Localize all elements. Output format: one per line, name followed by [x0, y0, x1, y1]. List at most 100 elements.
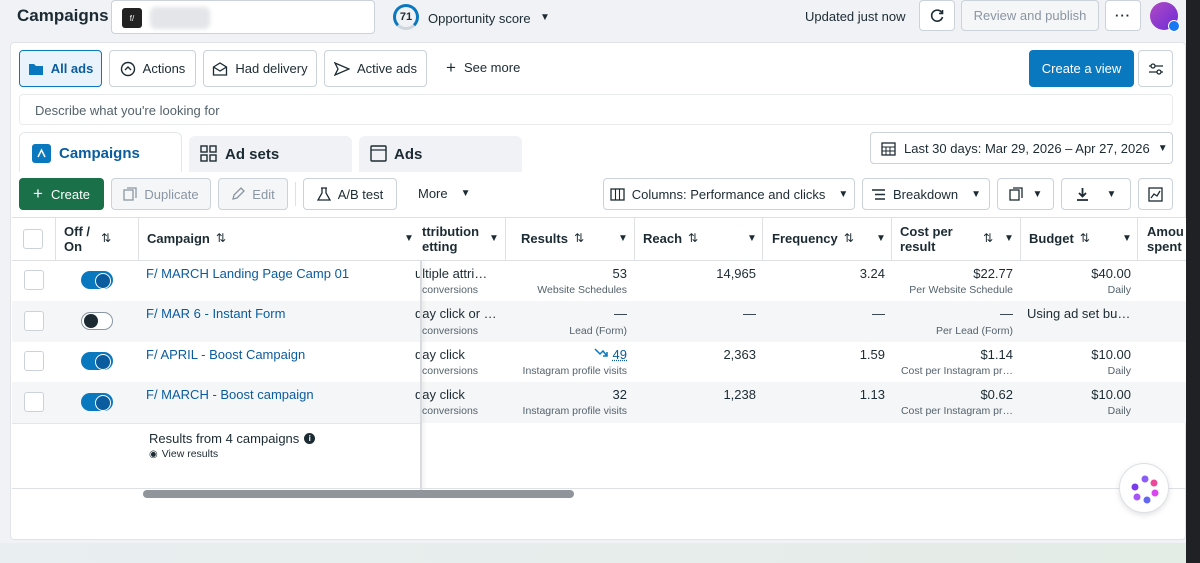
refresh-button[interactable]	[919, 0, 955, 31]
col-divider	[1137, 217, 1138, 261]
ab-test-button[interactable]: A/B test	[303, 178, 397, 210]
header-results[interactable]: Results ⇅	[521, 231, 585, 246]
column-menu-icon[interactable]: ▼	[1004, 233, 1014, 244]
chart-view-button[interactable]	[1138, 178, 1173, 210]
column-menu-icon[interactable]: ▼	[876, 233, 886, 244]
view-results-link[interactable]: ◉ View results	[149, 448, 219, 460]
more-options-button[interactable]: ···	[1105, 0, 1141, 31]
header-cost-per-result[interactable]: Cost per result	[900, 224, 953, 254]
table-row[interactable]	[12, 342, 1186, 382]
account-selector[interactable]: f/	[111, 0, 375, 34]
results-value: —	[614, 306, 627, 321]
campaigns-icon	[32, 144, 51, 163]
budget-value: Using ad set bu…	[1027, 306, 1131, 321]
tab-ads[interactable]: Ads	[359, 136, 522, 172]
avatar[interactable]	[1150, 2, 1180, 32]
results-value[interactable]: 49	[612, 347, 627, 362]
cost-value: $22.77	[973, 266, 1013, 281]
tab-ad-sets[interactable]: Ad sets	[189, 136, 352, 172]
attribution-sub: conversions	[422, 405, 479, 417]
table-row[interactable]	[12, 382, 1186, 423]
all-ads-button[interactable]: All ads	[19, 50, 102, 87]
col-divider	[634, 217, 635, 261]
column-menu-icon[interactable]: ▼	[747, 233, 757, 244]
ad-icon	[370, 145, 387, 162]
search-input[interactable]: Describe what you're looking for	[19, 94, 1173, 125]
row-checkbox[interactable]	[24, 351, 44, 371]
sort-icon[interactable]: ⇅	[983, 231, 994, 245]
results-value: 32	[612, 387, 627, 402]
opportunity-score-label[interactable]: Opportunity score	[428, 11, 531, 26]
column-menu-icon[interactable]: ▼	[404, 233, 414, 244]
frozen-column-edge	[420, 261, 422, 490]
row-checkbox[interactable]	[24, 392, 44, 412]
export-button[interactable]: ▼	[1061, 178, 1131, 210]
duplicate-button[interactable]: Duplicate	[111, 178, 211, 210]
tab-campaigns-label: Campaigns	[59, 145, 140, 162]
create-button[interactable]: + Create	[19, 178, 104, 210]
cost-sub: Cost per Instagram pr…	[900, 365, 1013, 377]
column-menu-icon[interactable]: ▼	[1122, 233, 1132, 244]
campaign-toggle[interactable]	[81, 393, 113, 411]
opportunity-score-gauge[interactable]: 71	[393, 4, 419, 30]
actions-button[interactable]: Actions	[109, 50, 196, 87]
sparkle-icon	[1131, 475, 1159, 504]
campaign-name-link[interactable]: F/ MARCH - Boost campaign	[146, 387, 314, 402]
campaign-name-link[interactable]: F/ MARCH Landing Page Camp 01	[146, 266, 350, 281]
column-menu-icon[interactable]: ▼	[489, 233, 499, 244]
bottom-strip	[0, 543, 1186, 563]
tab-ad-sets-label: Ad sets	[225, 146, 280, 163]
campaign-toggle[interactable]	[81, 312, 113, 330]
column-menu-icon[interactable]: ▼	[618, 233, 628, 244]
ai-assistant-button[interactable]	[1119, 463, 1169, 513]
active-ads-button[interactable]: Active ads	[324, 50, 427, 87]
date-range-picker[interactable]: Last 30 days: Mar 29, 2026 – Apr 27, 202…	[870, 132, 1173, 164]
view-settings-button[interactable]	[1138, 50, 1173, 87]
grid-icon	[200, 145, 217, 162]
table-row[interactable]	[12, 301, 1186, 342]
header-reach[interactable]: Reach ⇅	[643, 231, 699, 246]
see-more-button[interactable]: + See more	[446, 57, 521, 77]
table-row[interactable]	[12, 261, 1186, 301]
columns-button[interactable]: Columns: Performance and clicks ▼	[603, 178, 855, 210]
results-sub: Website Schedules	[537, 284, 627, 296]
sort-icon[interactable]: ⇅	[101, 231, 112, 245]
header-attribution[interactable]: ttribution etting	[422, 224, 480, 254]
campaign-toggle[interactable]	[81, 352, 113, 370]
attribution-value: day click	[415, 387, 465, 402]
score-dropdown-icon[interactable]: ▼	[540, 12, 550, 23]
horizontal-scrollbar[interactable]	[143, 490, 574, 498]
chevron-down-icon: ▼	[1032, 188, 1043, 200]
results-value: 53	[612, 266, 627, 281]
campaign-name-link[interactable]: F/ MAR 6 - Instant Form	[146, 306, 286, 321]
header-amount-spent[interactable]: Amou spent	[1147, 224, 1184, 254]
header-frequency[interactable]: Frequency ⇅	[772, 231, 854, 246]
cost-value: —	[1000, 306, 1013, 321]
attribution-sub: conversions	[422, 325, 479, 337]
header-campaign[interactable]: Campaign ⇅	[147, 231, 226, 246]
reach-value: —	[743, 306, 756, 321]
send-icon	[334, 61, 350, 76]
budget-sub: Daily	[1107, 405, 1131, 417]
row-checkbox[interactable]	[24, 270, 44, 290]
review-publish-button[interactable]: Review and publish	[961, 0, 1099, 31]
edit-button[interactable]: Edit	[218, 178, 288, 210]
plus-icon: +	[33, 184, 43, 203]
create-view-button[interactable]: Create a view	[1029, 50, 1134, 87]
breakdown-button[interactable]: Breakdown ▼	[862, 178, 990, 210]
campaign-name-link[interactable]: F/ APRIL - Boost Campaign	[146, 347, 306, 362]
info-icon[interactable]: i	[304, 433, 316, 444]
results-sub: Instagram profile visits	[522, 365, 627, 377]
select-all-checkbox[interactable]	[23, 229, 43, 249]
header-budget[interactable]: Budget ⇅	[1029, 231, 1090, 246]
tab-campaigns[interactable]: Campaigns	[19, 132, 182, 172]
reports-button[interactable]: ▼	[997, 178, 1054, 210]
campaign-toggle[interactable]	[81, 271, 113, 289]
header-off-on[interactable]: Off / On	[64, 224, 90, 254]
had-delivery-button[interactable]: Had delivery	[203, 50, 317, 87]
col-divider	[505, 217, 506, 261]
table-bottom-line	[12, 488, 1186, 489]
more-menu-button[interactable]: More ▼	[418, 186, 471, 201]
row-checkbox[interactable]	[24, 311, 44, 331]
calendar-icon	[881, 141, 896, 156]
